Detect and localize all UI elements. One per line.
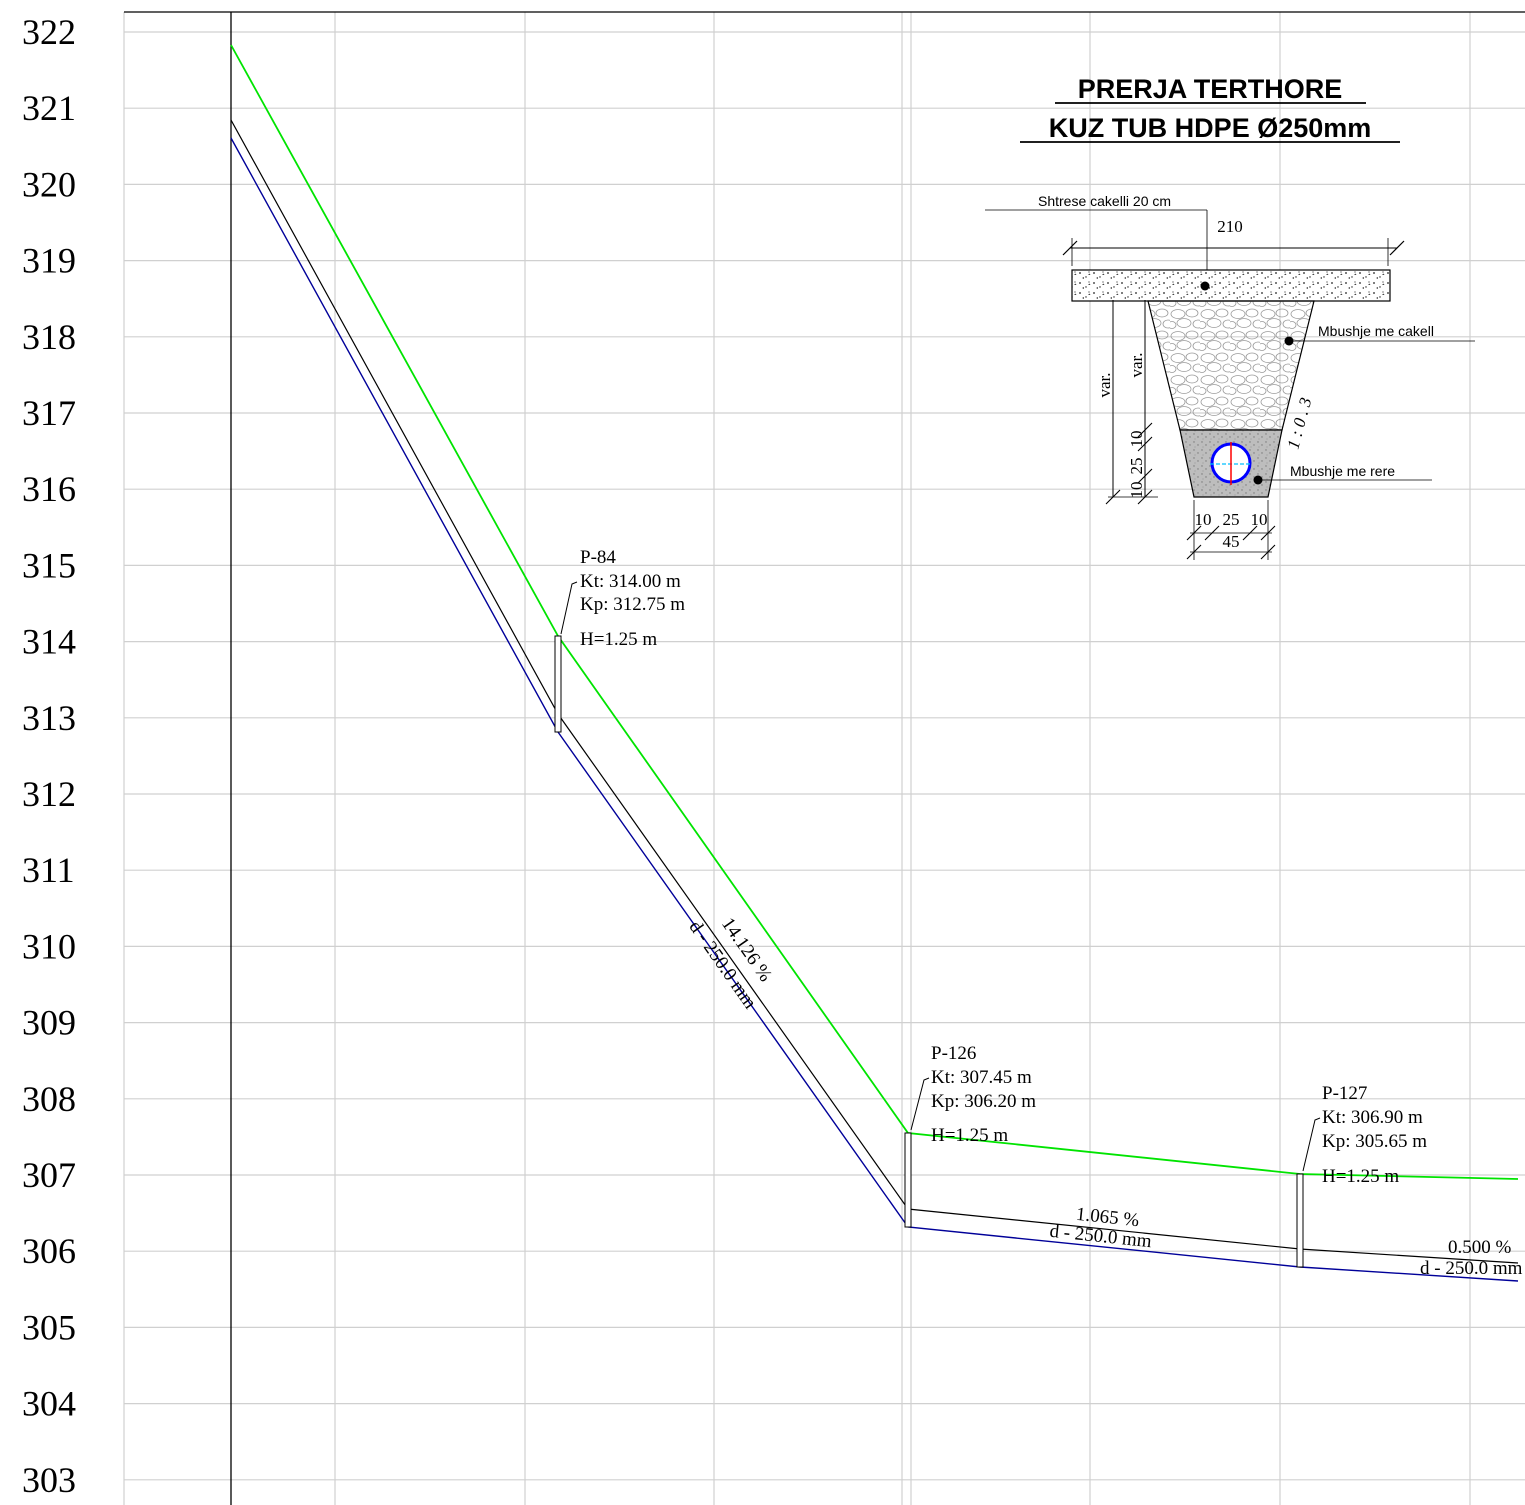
manhole-p127-label: P-127 Kt: 306.90 m Kp: 305.65 m H=1.25 m xyxy=(1302,1083,1427,1187)
segment-diameter: d - 250.0 mm xyxy=(1420,1258,1523,1279)
manhole-p126[interactable] xyxy=(904,1132,912,1228)
elevation-label: 308 xyxy=(22,1079,76,1119)
elevation-label: 322 xyxy=(22,12,76,52)
manhole-depth: H=1.25 m xyxy=(931,1125,1008,1146)
elevation-label: 321 xyxy=(22,88,76,128)
elevation-label: 307 xyxy=(22,1155,76,1195)
elevation-label: 316 xyxy=(22,469,76,509)
segment-3-labels: 0.500 % d - 250.0 mm xyxy=(1420,1237,1523,1279)
manhole-p84-label: P-84 Kt: 314.00 m Kp: 312.75 m H=1.25 m xyxy=(560,547,685,650)
var-inner-dimension: var. xyxy=(1127,352,1146,377)
elevation-label: 317 xyxy=(22,393,76,433)
left-dim-top: 10 xyxy=(1127,431,1146,448)
left-dim-middle: 25 xyxy=(1127,458,1146,475)
bottom-dim-left: 10 xyxy=(1195,510,1212,529)
var-outer-dimension: var. xyxy=(1095,372,1114,397)
sand-fill-label: Mbushje me rere xyxy=(1290,463,1395,479)
elevation-label: 319 xyxy=(22,241,76,281)
left-dim-bottom: 10 xyxy=(1127,482,1146,499)
manhole-kp: Kp: 306.20 m xyxy=(931,1091,1036,1112)
terrain-line xyxy=(230,44,1519,1180)
manhole-kt: Kt: 314.00 m xyxy=(580,571,681,592)
bottom-dim-middle: 25 xyxy=(1223,510,1240,529)
elevation-label: 312 xyxy=(22,774,76,814)
manhole-id: P-126 xyxy=(931,1043,976,1064)
bottom-dim-right: 10 xyxy=(1251,510,1268,529)
bottom-total-dimension: 45 xyxy=(1223,532,1240,551)
elevation-label: 305 xyxy=(22,1307,76,1347)
manhole-p127[interactable] xyxy=(1296,1173,1304,1268)
section-title: PRERJA TERTHORE xyxy=(1078,74,1343,104)
top-layer-label: Shtrese cakelli 20 cm xyxy=(1038,193,1171,209)
elevation-label: 310 xyxy=(22,926,76,966)
section-subtitle: KUZ TUB HDPE Ø250mm xyxy=(1049,113,1372,143)
elevation-label: 315 xyxy=(22,545,76,585)
elevation-label: 304 xyxy=(22,1384,76,1424)
elevation-label: 306 xyxy=(22,1231,76,1271)
manhole-depth: H=1.25 m xyxy=(1322,1166,1399,1187)
pipe-section-symbol xyxy=(1210,442,1252,485)
segment-1-labels: 14.126 % d - 250.0 mm xyxy=(685,914,777,1013)
top-width-dimension: 210 xyxy=(1217,217,1243,236)
gravel-fill-label: Mbushje me cakell xyxy=(1318,323,1434,339)
elevation-label: 311 xyxy=(22,850,75,890)
manhole-kp: Kp: 312.75 m xyxy=(580,594,685,615)
elevation-label: 314 xyxy=(22,622,76,662)
manhole-depth: H=1.25 m xyxy=(580,629,657,650)
segment-slope: 0.500 % xyxy=(1448,1237,1512,1258)
elevation-label: 309 xyxy=(22,1003,76,1043)
manhole-id: P-84 xyxy=(580,547,616,568)
elevation-label: 303 xyxy=(22,1460,76,1500)
manhole-id: P-127 xyxy=(1322,1083,1367,1104)
frame xyxy=(124,11,1525,1505)
elevation-axis-labels: 322 321 320 319 318 317 316 315 314 313 312 311 310 3… xyxy=(22,12,76,1500)
manhole-kt: Kt: 306.90 m xyxy=(1322,1107,1423,1128)
manhole-p84[interactable] xyxy=(554,635,562,733)
manhole-p126-label: P-126 Kt: 307.45 m Kp: 306.20 m H=1.25 m xyxy=(910,1043,1036,1146)
elevation-label: 318 xyxy=(22,317,76,357)
segment-2-labels: 1.065 % d - 250.0 mm xyxy=(1049,1204,1153,1253)
grid-lines xyxy=(123,12,1525,1505)
manhole-kp: Kp: 305.65 m xyxy=(1322,1131,1427,1152)
cross-section-detail: PRERJA TERTHORE KUZ TUB HDPE Ø250mm 210 … xyxy=(985,74,1475,560)
elevation-label: 320 xyxy=(22,164,76,204)
manhole-kt: Kt: 307.45 m xyxy=(931,1067,1032,1088)
elevation-label: 313 xyxy=(22,698,76,738)
